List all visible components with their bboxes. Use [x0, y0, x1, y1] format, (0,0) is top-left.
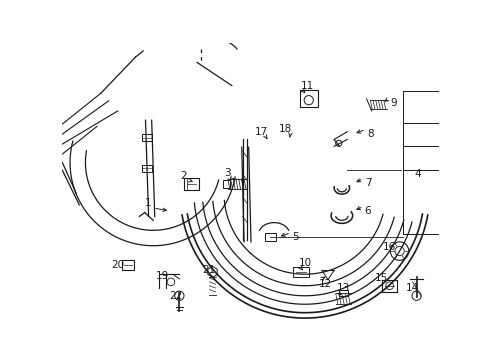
Circle shape: [174, 291, 183, 300]
Text: 4: 4: [413, 169, 420, 179]
Bar: [338, 289, 347, 296]
Text: 10: 10: [298, 258, 311, 267]
Text: 14: 14: [405, 283, 419, 293]
Bar: [293, 266, 308, 277]
Text: 16: 16: [382, 242, 395, 252]
Text: 6: 6: [364, 206, 370, 216]
Circle shape: [385, 282, 393, 289]
Text: 19: 19: [156, 271, 169, 281]
Circle shape: [167, 278, 174, 286]
Circle shape: [411, 291, 420, 300]
Bar: [264, 233, 275, 241]
Text: 7: 7: [364, 178, 370, 188]
Text: 5: 5: [292, 232, 298, 242]
Text: 8: 8: [366, 129, 373, 139]
Bar: [142, 165, 151, 172]
Text: 11: 11: [300, 81, 313, 91]
Bar: [223, 180, 230, 188]
Text: 20: 20: [111, 260, 124, 270]
Text: 17: 17: [254, 127, 267, 137]
Circle shape: [304, 95, 313, 105]
Bar: [142, 134, 151, 141]
Circle shape: [335, 140, 341, 147]
Text: 12: 12: [318, 279, 332, 289]
Text: 18: 18: [279, 125, 292, 134]
Text: 2: 2: [181, 171, 187, 181]
Circle shape: [394, 247, 404, 256]
Bar: [299, 90, 317, 107]
Text: 9: 9: [389, 98, 396, 108]
Text: 22: 22: [169, 291, 183, 301]
Text: 21: 21: [202, 265, 215, 275]
Bar: [122, 260, 134, 270]
Bar: [183, 178, 199, 190]
Text: 13: 13: [336, 283, 349, 293]
Circle shape: [389, 242, 408, 260]
Text: 15: 15: [374, 273, 388, 283]
Text: 3: 3: [224, 167, 231, 177]
Text: 1: 1: [145, 198, 152, 208]
